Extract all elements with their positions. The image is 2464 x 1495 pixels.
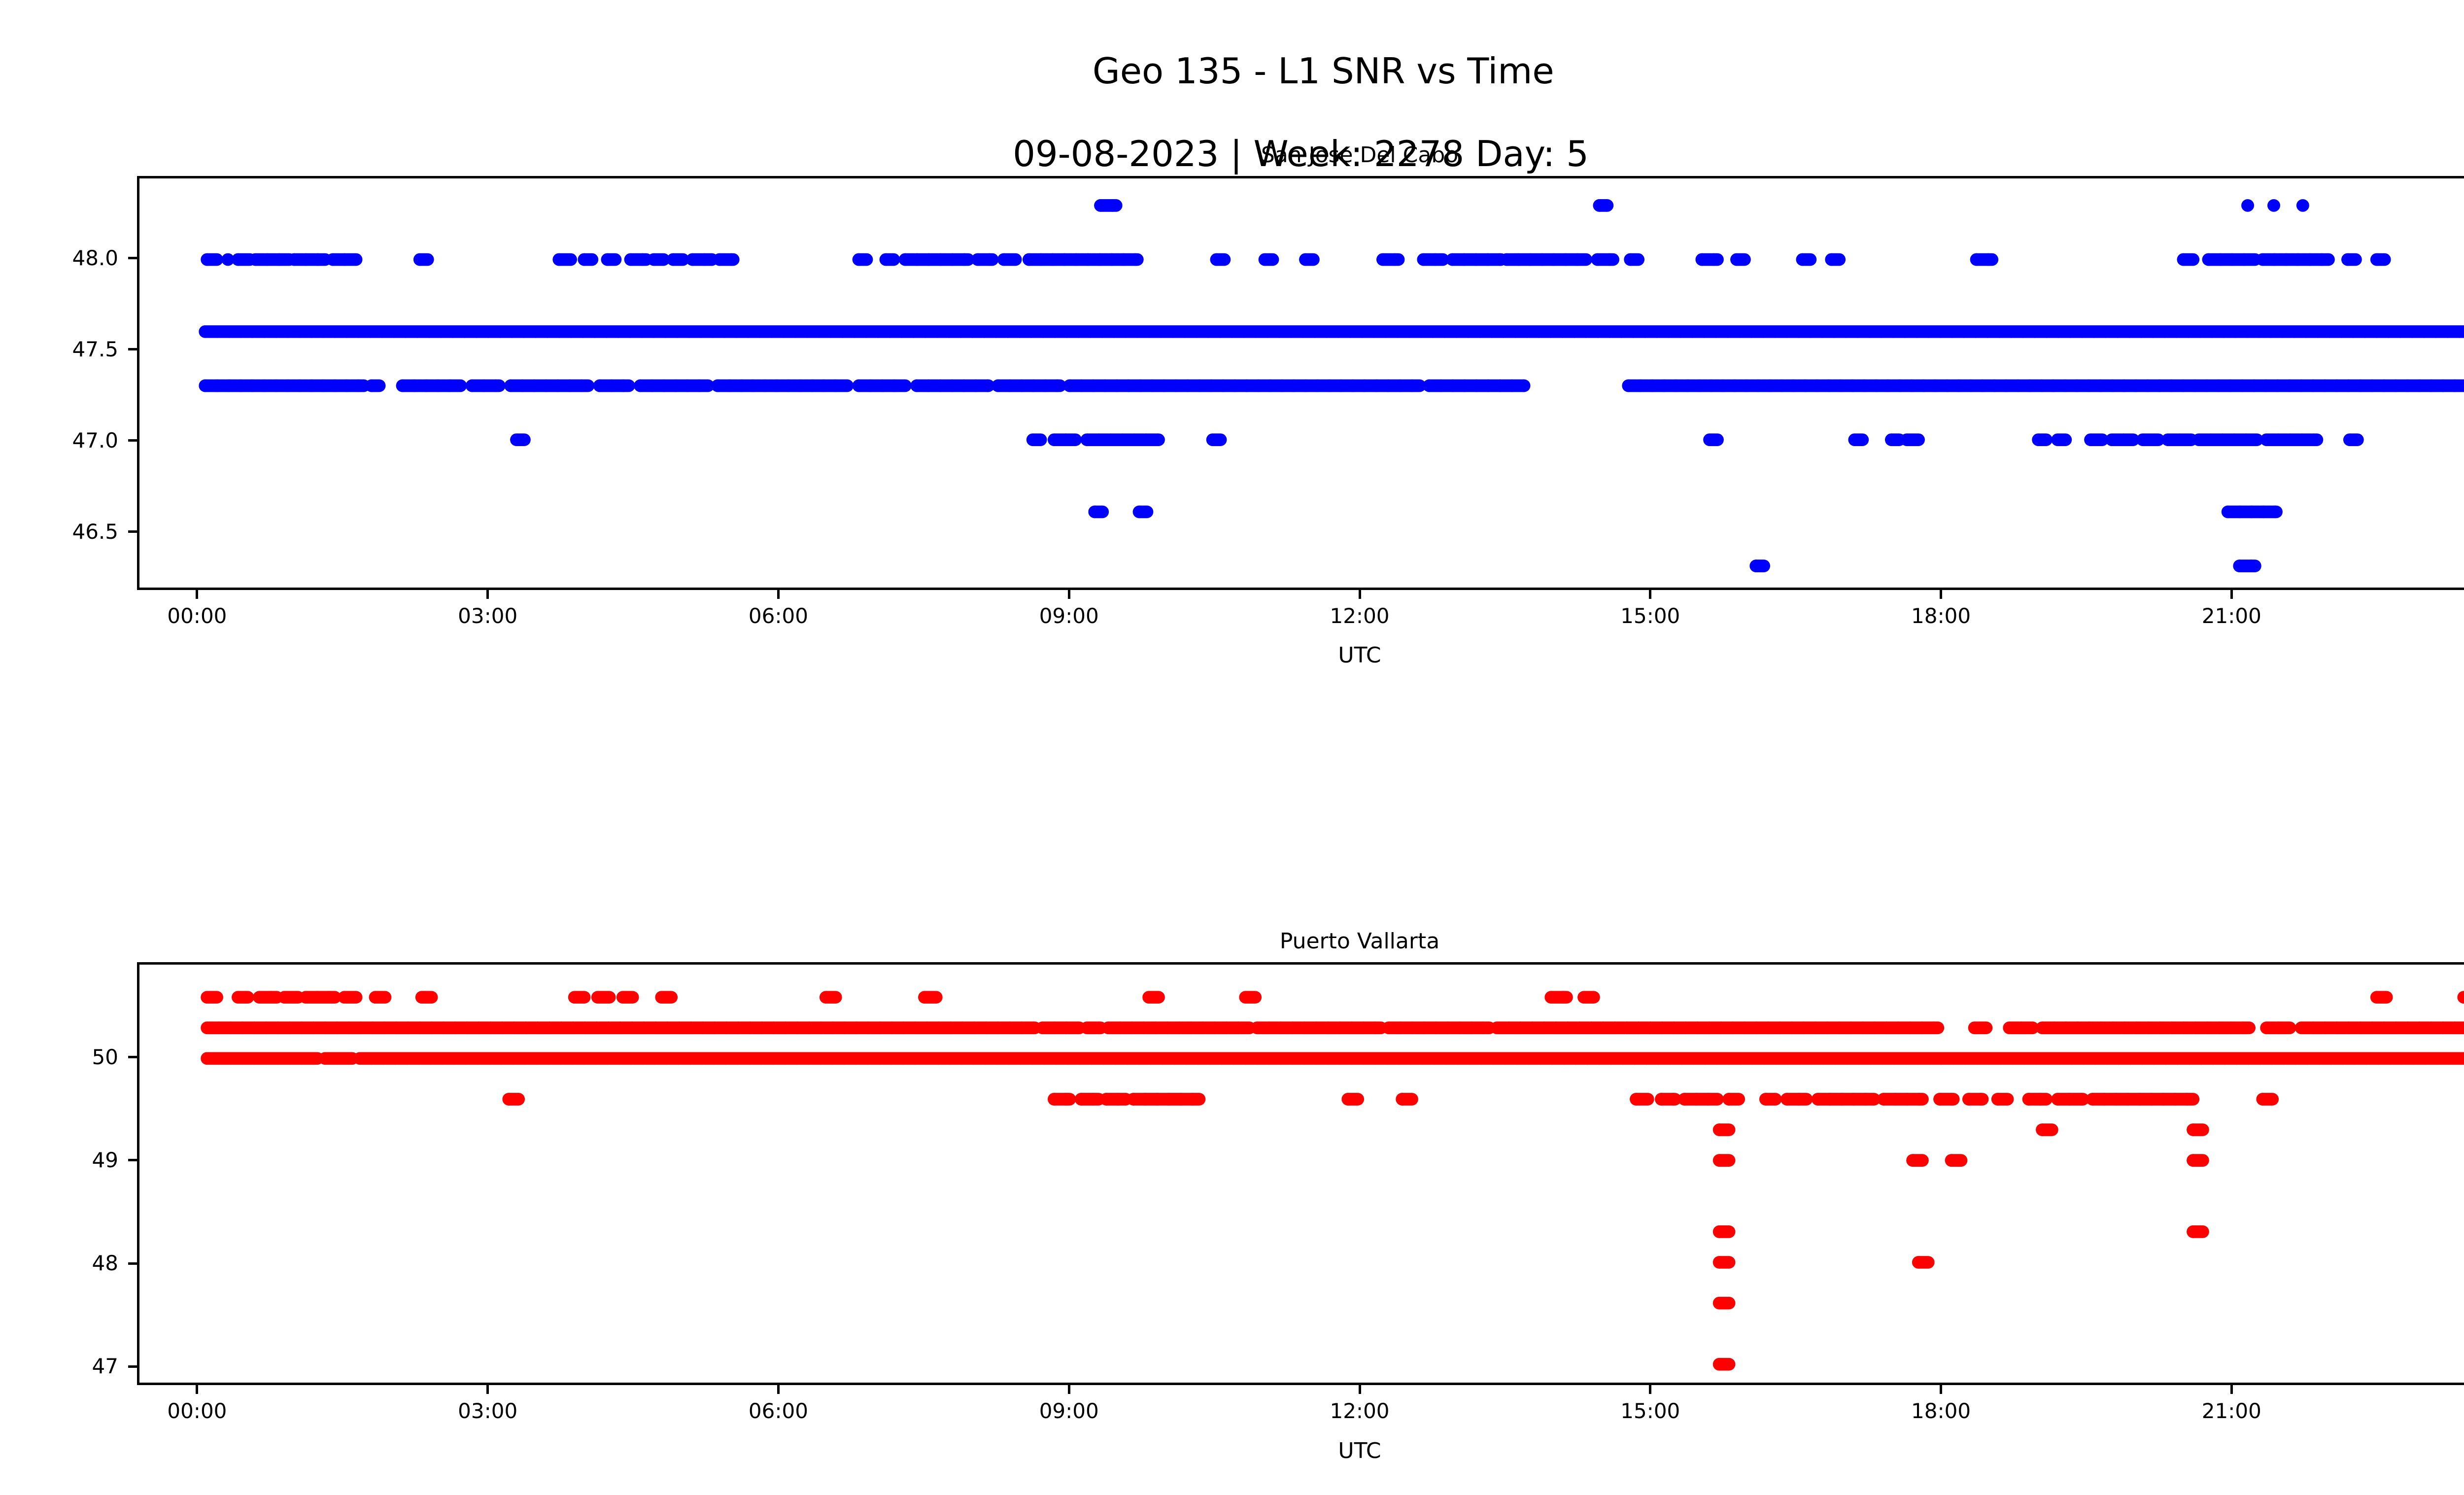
- figure-suptitle: Geo 135 - L1 SNR vs Time 09-08-2023 | We…: [0, 9, 2464, 257]
- x-tick-mark: [1067, 1385, 1070, 1394]
- scatter-series-50.0: [201, 1052, 2464, 1065]
- scatter-series-46.6: [1088, 505, 2283, 519]
- x-tick-mark: [2230, 590, 2233, 599]
- scatter-series-49.0: [1712, 1154, 2209, 1167]
- scatter-series-50.3: [201, 1021, 2464, 1035]
- scatter-series-48.0: [1712, 1256, 1935, 1269]
- x-tick-label: 15:00: [1620, 604, 1680, 628]
- x-tick-mark: [486, 1385, 489, 1394]
- x-axis-label-bottom: UTC: [1338, 1438, 1381, 1463]
- scatter-series-47.0: [1712, 1357, 1736, 1371]
- suptitle-line-1: Geo 135 - L1 SNR vs Time: [1092, 50, 1554, 92]
- x-tick-label: 03:00: [458, 1399, 518, 1423]
- x-tick-label: 21:00: [2201, 604, 2261, 628]
- suptitle-line-2: 09-08-2023 | Week: 2278 Day: 5: [1013, 133, 1589, 174]
- x-tick-label: 09:00: [1039, 1399, 1099, 1423]
- y-tick-label: 48: [92, 1251, 118, 1276]
- y-tick-label: 50: [92, 1044, 118, 1069]
- x-tick-label: 09:00: [1039, 604, 1099, 628]
- x-axis-label-top: UTC: [1338, 643, 1381, 668]
- y-tick-mark: [128, 1365, 137, 1368]
- x-tick-mark: [1649, 1385, 1652, 1394]
- scatter-series-48.3: [1094, 199, 2309, 212]
- x-tick-label: 15:00: [1620, 1399, 1680, 1423]
- y-tick-label: 46.5: [72, 519, 118, 544]
- y-tick-mark: [128, 257, 137, 260]
- scatter-series-48.3: [1712, 1225, 2209, 1238]
- scatter-series-46.3: [1749, 559, 2261, 572]
- x-tick-mark: [1358, 590, 1361, 599]
- scatter-series-48.0: [201, 253, 2391, 266]
- y-tick-mark: [128, 1159, 137, 1162]
- scatter-series-47.6: [1712, 1296, 1736, 1310]
- scatter-series-47.6: [199, 325, 2464, 338]
- scatter-series-47.0: [510, 433, 2364, 447]
- x-tick-label: 00:00: [167, 1399, 227, 1423]
- x-tick-mark: [196, 1385, 199, 1394]
- x-tick-label: 06:00: [748, 1399, 808, 1423]
- x-tick-mark: [1940, 590, 1943, 599]
- y-tick-label: 47.0: [72, 428, 118, 452]
- scatter-series-49.6: [502, 1093, 2279, 1106]
- x-tick-mark: [777, 590, 780, 599]
- x-tick-mark: [196, 590, 199, 599]
- x-tick-label: 12:00: [1330, 604, 1390, 628]
- scatter-series-47.3: [199, 379, 2464, 392]
- scatter-plot-san-jose-del-cabo: [137, 176, 2464, 590]
- scatter-series-49.3: [1712, 1123, 2209, 1136]
- x-tick-mark: [1940, 1385, 1943, 1394]
- scatter-points-top: [199, 199, 2464, 572]
- y-tick-mark: [128, 348, 137, 351]
- subplot-title-bottom: Puerto Vallarta: [1279, 929, 1440, 954]
- y-tick-mark: [128, 1056, 137, 1059]
- scatter-series-50.6: [201, 991, 2464, 1004]
- x-tick-label: 06:00: [748, 604, 808, 628]
- y-tick-label: 47.5: [72, 337, 118, 361]
- x-tick-mark: [486, 590, 489, 599]
- x-tick-mark: [1067, 590, 1070, 599]
- x-tick-label: 18:00: [1911, 604, 1971, 628]
- x-tick-mark: [1649, 590, 1652, 599]
- x-tick-mark: [2230, 1385, 2233, 1394]
- scatter-plot-puerto-vallarta: [137, 962, 2464, 1385]
- x-tick-label: 21:00: [2201, 1399, 2261, 1423]
- y-tick-label: 48.0: [72, 245, 118, 270]
- x-tick-label: 00:00: [167, 604, 227, 628]
- y-tick-label: 49: [92, 1147, 118, 1172]
- subplot-title-top: San Jose Del Cabo: [1261, 142, 1459, 168]
- y-tick-label: 47: [92, 1354, 118, 1379]
- x-tick-mark: [777, 1385, 780, 1394]
- y-tick-mark: [128, 439, 137, 442]
- y-tick-mark: [128, 1262, 137, 1265]
- scatter-points-bottom: [201, 991, 2464, 1371]
- x-tick-label: 03:00: [458, 604, 518, 628]
- y-tick-mark: [128, 530, 137, 533]
- x-tick-label: 18:00: [1911, 1399, 1971, 1423]
- x-tick-label: 12:00: [1330, 1399, 1390, 1423]
- x-tick-mark: [1358, 1385, 1361, 1394]
